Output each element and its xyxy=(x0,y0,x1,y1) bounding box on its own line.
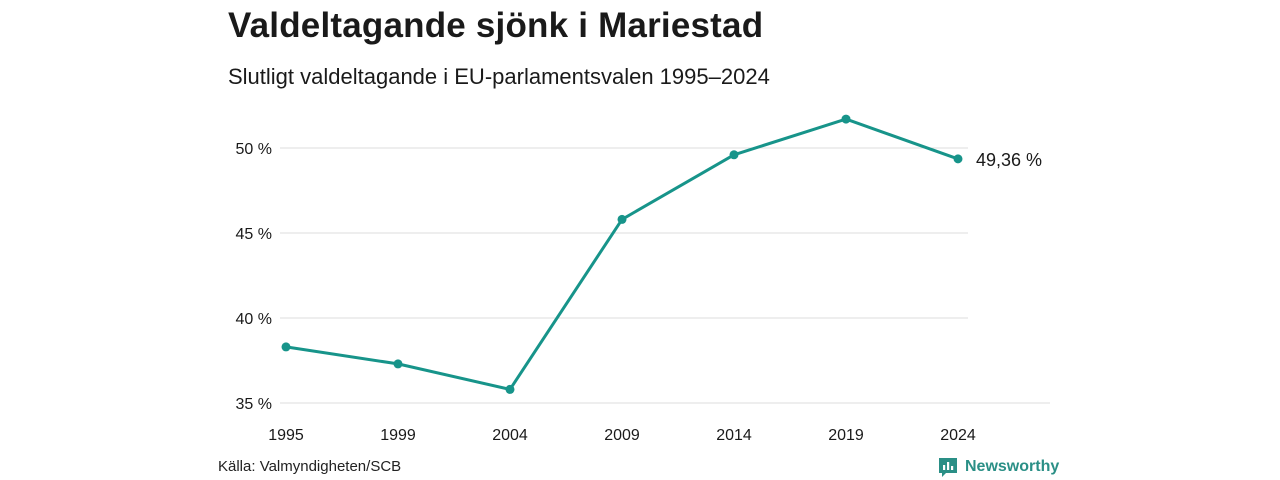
data-point xyxy=(505,384,515,394)
x-tick-label: 2019 xyxy=(828,427,864,444)
x-tick-label: 2014 xyxy=(716,427,752,444)
x-tick-label: 2004 xyxy=(492,427,528,444)
data-points xyxy=(281,114,963,394)
x-axis: 1995 1999 2004 2009 2014 2019 2024 xyxy=(268,427,976,444)
data-point xyxy=(281,342,291,352)
brand-name: Newsworthy xyxy=(965,458,1060,475)
data-point xyxy=(953,154,963,164)
series-line xyxy=(285,117,959,391)
data-point xyxy=(617,214,627,224)
y-tick-label: 35 % xyxy=(236,396,272,413)
brand[interactable]: Newsworthy xyxy=(937,456,1059,478)
y-tick-label: 45 % xyxy=(236,226,272,243)
y-axis: 35 % 40 % 45 % 50 % xyxy=(236,141,272,413)
x-tick-label: 2024 xyxy=(940,427,976,444)
x-tick-label: 1999 xyxy=(380,427,416,444)
data-point xyxy=(729,150,739,160)
data-point xyxy=(393,359,403,369)
x-tick-label: 1995 xyxy=(268,427,304,444)
y-tick-label: 40 % xyxy=(236,311,272,328)
gridlines xyxy=(280,147,1050,404)
end-value-label: 49,36 % xyxy=(976,150,1042,170)
data-point xyxy=(841,114,851,124)
chart-title: Valdeltagande sjönk i Mariestad xyxy=(228,6,764,45)
newsworthy-logo-icon xyxy=(939,458,957,477)
chart-subtitle: Slutligt valdeltagande i EU-parlamentsva… xyxy=(228,64,770,89)
y-tick-label: 50 % xyxy=(236,141,272,158)
source-note: Källa: Valmyndigheten/SCB xyxy=(218,458,402,475)
line-chart: 35 % 40 % 45 % 50 % 1995 1999 2004 2009 2014 201… xyxy=(236,114,1050,444)
x-tick-label: 2009 xyxy=(604,427,640,444)
